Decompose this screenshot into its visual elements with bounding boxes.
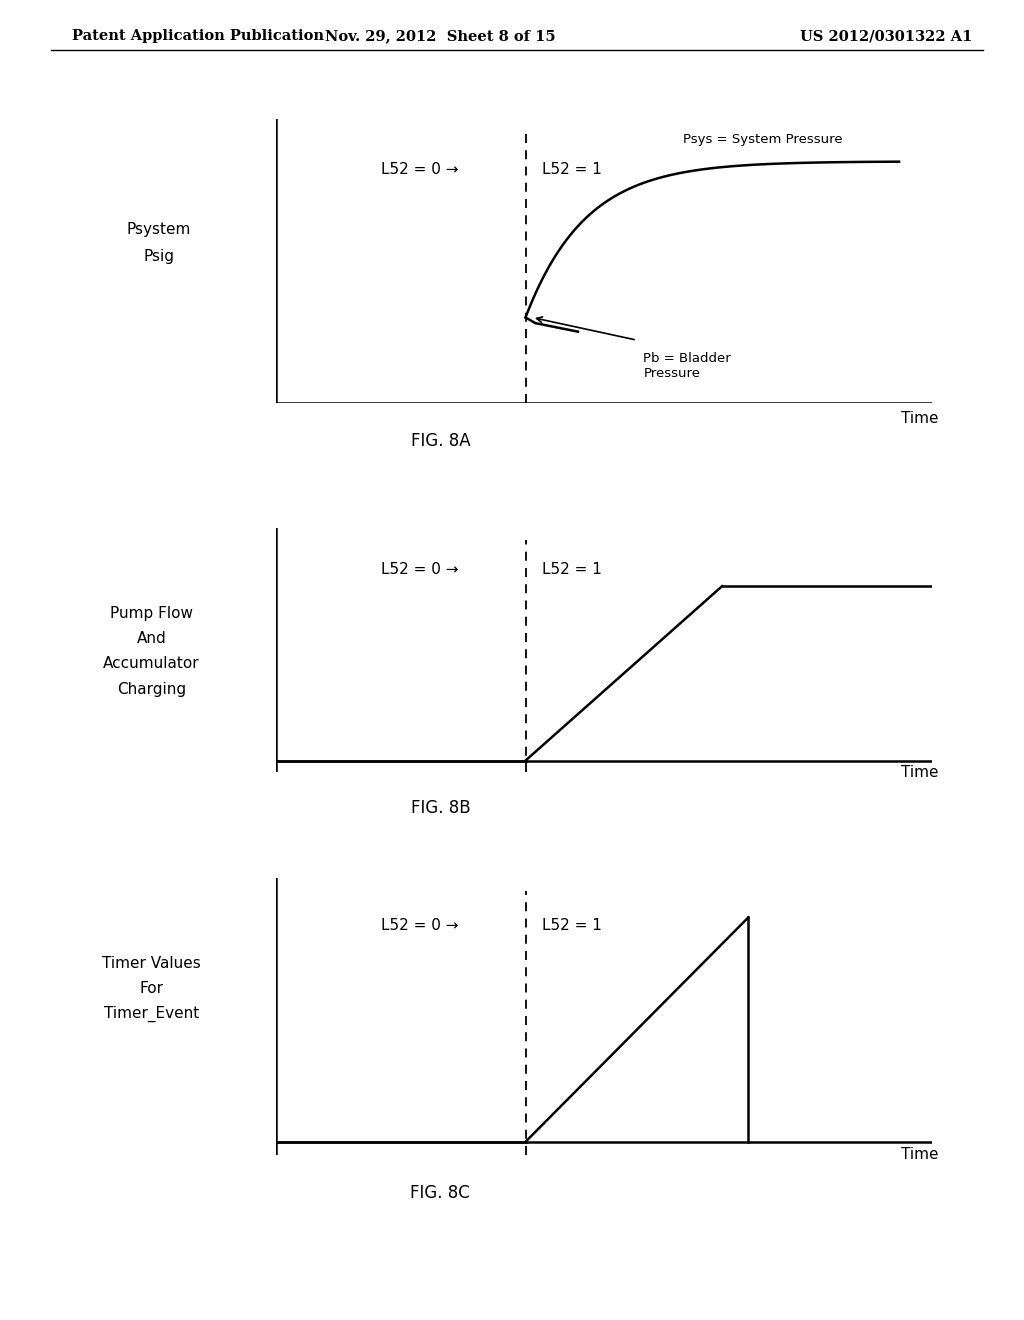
Text: L52 = 0 →: L52 = 0 → xyxy=(381,162,459,177)
Text: L52 = 0 →: L52 = 0 → xyxy=(381,917,459,933)
Text: Nov. 29, 2012  Sheet 8 of 15: Nov. 29, 2012 Sheet 8 of 15 xyxy=(325,29,556,44)
Text: L52 = 1: L52 = 1 xyxy=(542,562,602,577)
Text: Accumulator: Accumulator xyxy=(103,656,200,672)
Text: And: And xyxy=(136,631,167,647)
Text: Charging: Charging xyxy=(117,681,186,697)
Text: Psig: Psig xyxy=(143,248,174,264)
Text: For: For xyxy=(139,981,164,997)
Text: L52 = 1: L52 = 1 xyxy=(542,162,602,177)
Text: L52 = 1: L52 = 1 xyxy=(542,917,602,933)
Text: Pb = Bladder
Pressure: Pb = Bladder Pressure xyxy=(643,351,731,380)
Text: Patent Application Publication: Patent Application Publication xyxy=(72,29,324,44)
Text: Timer_Event: Timer_Event xyxy=(103,1006,200,1022)
Text: US 2012/0301322 A1: US 2012/0301322 A1 xyxy=(801,29,973,44)
Text: L52 = 0 →: L52 = 0 → xyxy=(381,562,459,577)
Text: FIG. 8A: FIG. 8A xyxy=(411,432,470,450)
Text: Time: Time xyxy=(901,1147,938,1162)
Text: Psys = System Pressure: Psys = System Pressure xyxy=(683,133,843,147)
Text: Timer Values: Timer Values xyxy=(102,956,201,972)
Text: FIG. 8B: FIG. 8B xyxy=(411,799,470,817)
Text: FIG. 8C: FIG. 8C xyxy=(411,1184,470,1203)
Text: Time: Time xyxy=(901,411,938,426)
Text: Pump Flow: Pump Flow xyxy=(110,606,194,622)
Text: Time: Time xyxy=(901,766,938,780)
Text: Psystem: Psystem xyxy=(127,222,190,238)
